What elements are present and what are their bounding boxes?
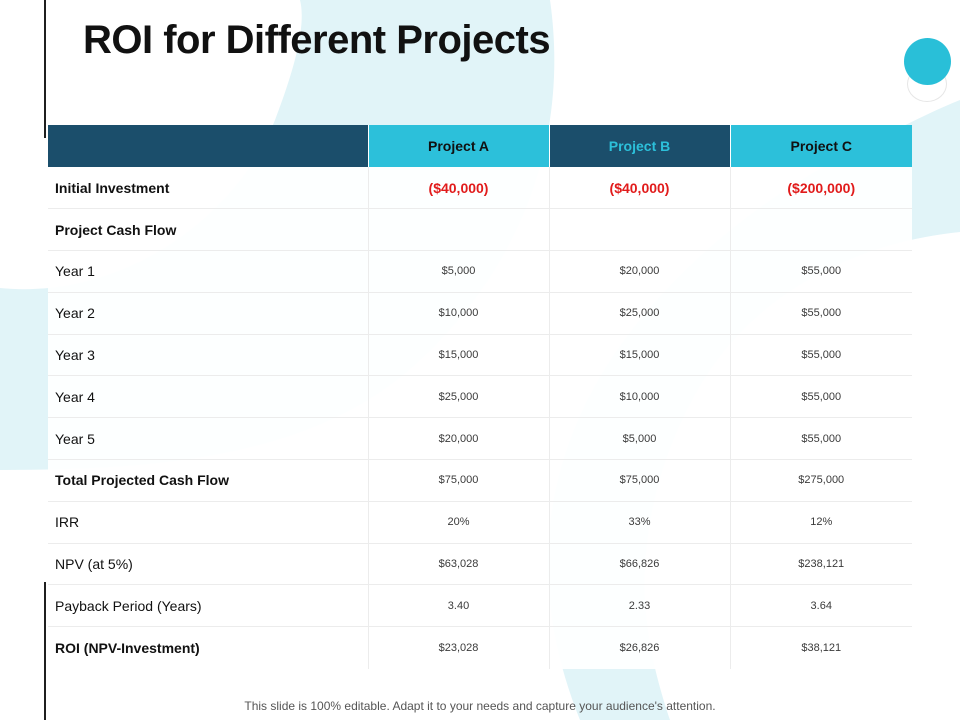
- cell-project-c: $55,000: [729, 375, 912, 418]
- cell-project-b: ($40,000): [548, 167, 730, 209]
- cell-project-a: $10,000: [367, 291, 549, 335]
- cell-project-a: [367, 208, 549, 251]
- cell-project-b: $26,826: [548, 626, 730, 669]
- row-label: Project Cash Flow: [48, 208, 368, 251]
- table-row: NPV (at 5%) $63,028 $66,826 $238,121: [48, 542, 912, 585]
- table-row: Initial Investment ($40,000) ($40,000) ($20…: [48, 167, 912, 209]
- table-row: Total Projected Cash Flow $75,000 $75,000 $…: [48, 459, 912, 502]
- cell-project-a: $63,028: [367, 542, 549, 585]
- cell-project-c: $38,121: [729, 626, 912, 669]
- cell-project-c: 3.64: [729, 584, 912, 627]
- cell-project-b: $15,000: [548, 333, 730, 376]
- cell-project-a: $5,000: [367, 250, 549, 293]
- table-row: Year 5 $20,000 $5,000 $55,000: [48, 417, 912, 460]
- row-label: Year 2: [48, 291, 368, 335]
- cell-project-c: $55,000: [729, 250, 912, 293]
- cell-project-a: $23,028: [367, 626, 549, 669]
- roi-table: Project A Project B Project C Initial In…: [48, 125, 912, 669]
- cell-project-c: ($200,000): [729, 167, 912, 209]
- table-header-row: Project A Project B Project C: [48, 125, 912, 167]
- table-row: Year 1 $5,000 $20,000 $55,000: [48, 250, 912, 293]
- cell-project-b: $5,000: [548, 417, 730, 460]
- table-body: Initial Investment ($40,000) ($40,000) ($20…: [48, 167, 912, 669]
- row-label: IRR: [48, 500, 368, 544]
- row-label: Initial Investment: [48, 167, 368, 209]
- row-label: Year 1: [48, 250, 368, 293]
- cell-project-b: 33%: [548, 500, 730, 544]
- cell-project-b: $20,000: [548, 250, 730, 293]
- table-row: Year 2 $10,000 $25,000 $55,000: [48, 291, 912, 335]
- left-accent-line-bottom: [44, 582, 46, 720]
- cell-project-c: $55,000: [729, 333, 912, 376]
- left-accent-line-top: [44, 0, 46, 138]
- page-title: ROI for Different Projects: [83, 18, 551, 62]
- decorative-circle: [904, 38, 951, 85]
- table-row: ROI (NPV-Investment) $23,028 $26,826 $38,12…: [48, 626, 912, 669]
- row-label: Year 3: [48, 333, 368, 376]
- cell-project-b: $66,826: [548, 542, 730, 585]
- table-row: Year 4 $25,000 $10,000 $55,000: [48, 375, 912, 418]
- row-label: Year 5: [48, 417, 368, 460]
- column-header-project-b: Project B: [548, 125, 730, 167]
- cell-project-a: ($40,000): [367, 167, 549, 209]
- cell-project-b: 2.33: [548, 584, 730, 627]
- cell-project-c: $275,000: [729, 459, 912, 502]
- cell-project-a: $20,000: [367, 417, 549, 460]
- row-label: Total Projected Cash Flow: [48, 459, 368, 502]
- cell-project-c: $55,000: [729, 291, 912, 335]
- column-header-project-c: Project C: [729, 125, 912, 167]
- cell-project-b: $75,000: [548, 459, 730, 502]
- table-row: Payback Period (Years) 3.40 2.33 3.64: [48, 584, 912, 627]
- table-row: IRR 20% 33% 12%: [48, 500, 912, 544]
- cell-project-a: $25,000: [367, 375, 549, 418]
- cell-project-a: 20%: [367, 500, 549, 544]
- cell-project-b: [548, 208, 730, 251]
- cell-project-b: $25,000: [548, 291, 730, 335]
- cell-project-a: $75,000: [367, 459, 549, 502]
- cell-project-c: [729, 208, 912, 251]
- cell-project-c: $55,000: [729, 417, 912, 460]
- table-row: Year 3 $15,000 $15,000 $55,000: [48, 333, 912, 376]
- table-row: Project Cash Flow: [48, 208, 912, 251]
- cell-project-c: $238,121: [729, 542, 912, 585]
- footer-note: This slide is 100% editable. Adapt it to…: [244, 699, 716, 713]
- column-header-project-a: Project A: [367, 125, 549, 167]
- cell-project-a: 3.40: [367, 584, 549, 627]
- row-label: NPV (at 5%): [48, 542, 368, 585]
- cell-project-c: 12%: [729, 500, 912, 544]
- row-label: Payback Period (Years): [48, 584, 368, 627]
- row-label: Year 4: [48, 375, 368, 418]
- cell-project-a: $15,000: [367, 333, 549, 376]
- row-label: ROI (NPV-Investment): [48, 626, 368, 669]
- table-header-corner: [48, 125, 368, 167]
- cell-project-b: $10,000: [548, 375, 730, 418]
